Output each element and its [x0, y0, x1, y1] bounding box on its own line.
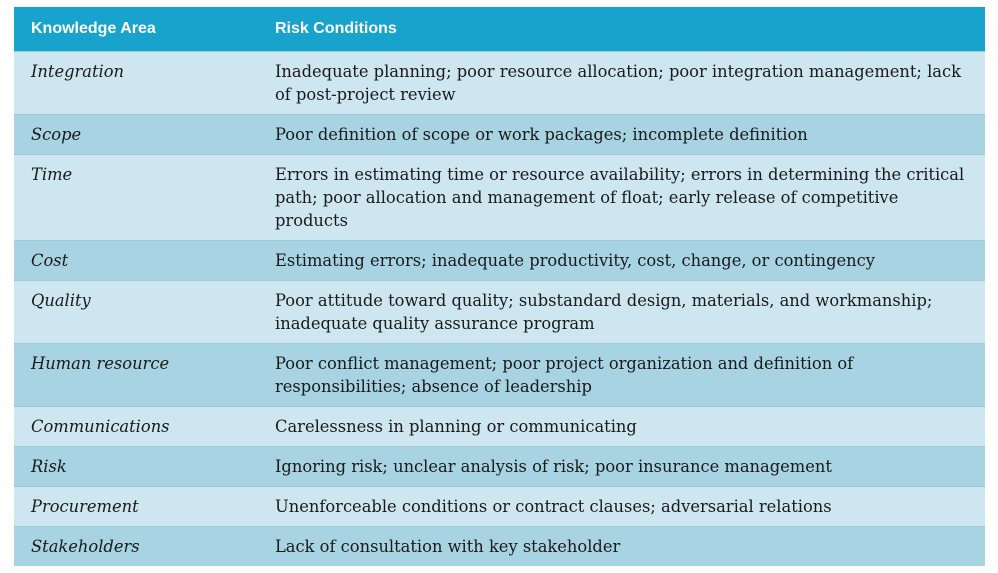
table-row: Risk Ignoring risk; unclear analysis of … [14, 446, 985, 486]
table-row: Cost Estimating errors; inadequate produ… [14, 240, 985, 280]
risk-conditions-cell: Estimating errors; inadequate productivi… [275, 251, 875, 270]
table-row: Procurement Unenforceable conditions or … [14, 486, 985, 526]
knowledge-area-cell: Integration [31, 62, 125, 81]
knowledge-area-cell: Stakeholders [31, 537, 140, 556]
risk-conditions-cell: Poor conflict management; poor project o… [275, 354, 854, 396]
knowledge-area-cell: Cost [31, 251, 69, 270]
knowledge-area-cell: Quality [31, 291, 91, 310]
table-row: Quality Poor attitude toward quality; su… [14, 280, 985, 343]
table-row: Time Errors in estimating time or resour… [14, 154, 985, 240]
knowledge-area-cell: Risk [31, 457, 67, 476]
risk-conditions-cell: Ignoring risk; unclear analysis of risk;… [275, 457, 832, 476]
knowledge-area-cell: Scope [31, 125, 82, 144]
knowledge-area-cell: Time [31, 165, 73, 184]
risk-conditions-cell: Errors in estimating time or resource av… [275, 165, 965, 230]
table-row: Human resource Poor conflict management;… [14, 343, 985, 406]
risk-conditions-cell: Poor definition of scope or work package… [275, 125, 808, 144]
table-row: Scope Poor definition of scope or work p… [14, 114, 985, 154]
table-row: Stakeholders Lack of consultation with k… [14, 526, 985, 566]
risk-conditions-cell: Inadequate planning; poor resource alloc… [275, 62, 961, 104]
header-knowledge-area: Knowledge Area [31, 20, 156, 37]
risk-conditions-cell: Unenforceable conditions or contract cla… [275, 497, 832, 516]
knowledge-area-cell: Communications [31, 417, 170, 436]
header-risk-conditions: Risk Conditions [275, 20, 397, 37]
table-header: Knowledge Area Risk Conditions [14, 7, 985, 51]
knowledge-area-cell: Procurement [31, 497, 139, 516]
table-row: Communications Carelessness in planning … [14, 406, 985, 446]
risk-conditions-cell: Lack of consultation with key stakeholde… [275, 537, 621, 556]
knowledge-area-cell: Human resource [31, 354, 170, 373]
table-row: Integration Inadequate planning; poor re… [14, 51, 985, 114]
risk-conditions-cell: Carelessness in planning or communicatin… [275, 417, 637, 436]
risk-conditions-cell: Poor attitude toward quality; substandar… [275, 291, 933, 333]
risk-conditions-table: Knowledge Area Risk Conditions Integrati… [14, 7, 985, 566]
